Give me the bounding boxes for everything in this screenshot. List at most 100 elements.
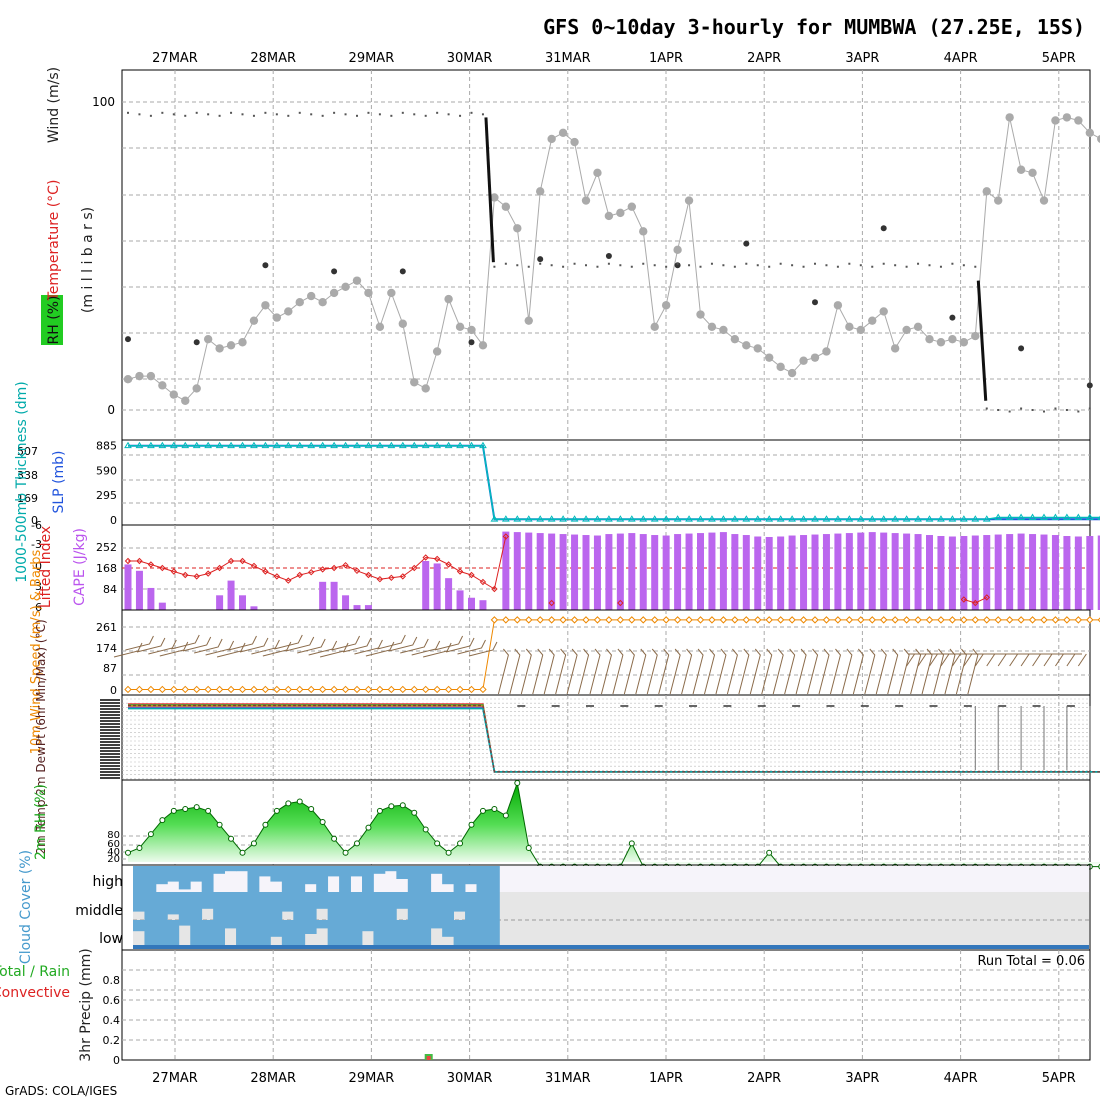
cloud-cell [350,892,363,920]
slp-tick: 885 [96,440,117,453]
cloud-level-middle: middle [75,903,123,919]
wind-barb [761,648,773,695]
precip-panel: 0.8 0.6 0.4 0.2 0 Run Total = 0.06 Total / R… [0,948,1091,1067]
rh-point [879,307,888,316]
rh-point [810,353,820,362]
slp-tick: 0 [110,514,117,527]
cloud-cell [476,866,489,892]
rh-point [627,202,636,211]
cape-bar [948,536,956,610]
thickness-marker [204,441,213,449]
cloud-cell [213,920,225,948]
wind-barb [182,636,212,652]
cloud-cell [236,892,248,920]
rh2m-point [273,807,280,814]
li-marker [479,578,487,586]
thickness-marker [879,515,888,522]
pressure-axis-label: (m i l l i b a r s) [80,207,96,313]
pressure-point [825,264,828,267]
rh-point [684,196,694,205]
cloud-cell [373,920,386,948]
cape-bar [1074,536,1082,610]
wind-barb [589,648,601,695]
rh2m-point [434,840,441,847]
cape-bar [903,533,911,610]
wind-barb [875,648,887,695]
cape-bar [525,532,533,610]
wind-speed-marker [1074,616,1083,624]
rh-point [581,196,591,205]
wind-speed-marker [296,685,304,694]
wind-speed-marker [330,685,338,694]
cloud-cell [133,920,145,932]
temperature-point [262,262,269,269]
rh-point [1016,165,1026,174]
li-marker [376,575,384,583]
slp-tick: 295 [96,489,117,502]
li-tick: 3 [35,580,42,593]
rh-point [833,301,843,310]
wind-axis-label: Wind (m/s) [46,67,62,143]
wind-speed-marker [547,616,556,624]
thickness-marker [295,441,304,449]
wind-barb-flag [974,653,984,667]
rh-point [490,193,499,202]
cape-bar [330,581,338,610]
wind-barb [113,642,143,658]
cloud-cell [281,866,294,892]
wind-barb [852,648,864,695]
wind-barb [749,648,761,695]
cape-bar [765,536,773,610]
pressure-point [310,113,313,116]
rh2m-point [525,845,532,852]
wind-speed-marker [983,616,991,624]
cloud-cell [258,866,271,877]
rh-point [994,196,1003,205]
wind-speed-marker [135,685,144,694]
cloud-cell [407,920,420,948]
cloud-cell [258,892,271,920]
wind-barb [262,641,292,657]
cloud-cell [247,920,260,948]
wind-speed-marker [376,685,384,694]
wind-barb [829,648,841,695]
rh-point [318,298,327,307]
rh2m-tick: 20 [107,854,120,865]
cloud-cell [396,866,409,879]
bottom-date-label: 1APR [649,1071,683,1086]
wind-speed-marker [525,616,533,624]
thickness-marker [433,441,442,449]
pressure-point [905,265,908,268]
wind-barb [171,634,200,650]
wind-barb [612,648,624,695]
pressure-point [390,114,393,117]
wind-speed-marker [307,685,315,694]
rh-point [1005,113,1014,122]
cloud-cell [476,920,489,948]
wind-speed-marker [1040,616,1048,624]
thickness-marker [696,515,705,522]
wind-barb [784,648,796,695]
wind-speed-marker [1063,616,1071,624]
li-marker [468,571,475,579]
cloud-cell [465,920,477,948]
rh2m-point [376,807,383,814]
cape-bar [719,532,727,610]
pressure-point [802,265,805,268]
wind-barb [308,640,338,656]
wind-barb [520,648,532,695]
cloud-cell [236,866,248,872]
temperature-point [193,339,200,346]
cape-tick: 252 [96,541,117,554]
thickness-marker [742,515,751,522]
rh2m-point [216,821,223,828]
cape-bar [559,534,567,610]
rh-point [536,187,545,196]
wind-barb [578,648,590,695]
wind-barb-flag [1043,653,1053,667]
wind-barb [726,648,738,695]
cloud-cell [453,920,466,948]
wind-barb [692,648,704,695]
rh-point [524,316,533,325]
wind-barb [216,642,246,658]
